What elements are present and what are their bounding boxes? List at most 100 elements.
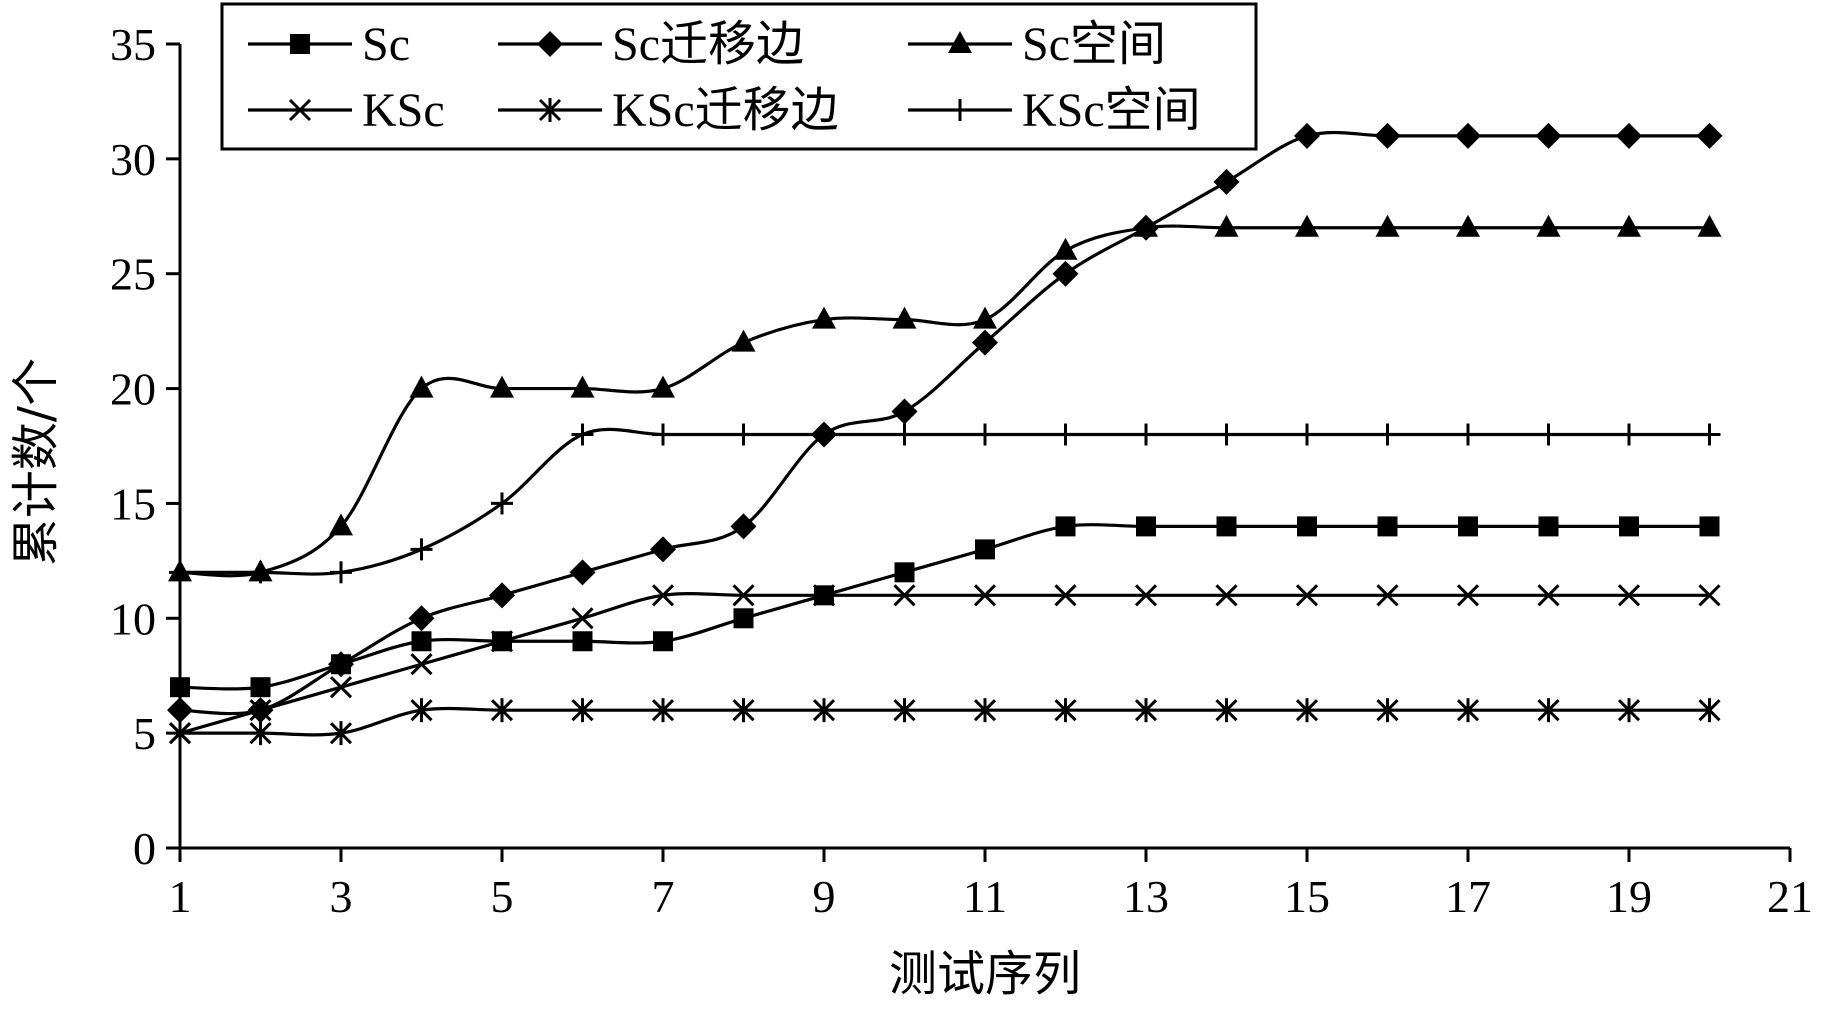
data-point: [1699, 516, 1720, 537]
data-point: [330, 561, 352, 584]
series-2: [167, 122, 1723, 724]
data-point: [1295, 214, 1319, 237]
data-point: [894, 562, 915, 583]
y-tick-label: 25: [110, 249, 156, 300]
data-point: [1698, 698, 1721, 723]
series-4: [168, 584, 1721, 745]
data-point: [1054, 423, 1077, 446]
data-point: [170, 677, 190, 698]
data-point: [1297, 516, 1317, 537]
x-tick-label: 3: [330, 871, 353, 922]
data-point: [1376, 584, 1399, 607]
data-point: [1052, 260, 1079, 287]
data-point: [410, 538, 433, 561]
data-point: [410, 698, 433, 723]
data-point: [1215, 423, 1238, 446]
x-tick-label: 13: [1123, 871, 1169, 922]
data-point: [1134, 584, 1158, 607]
data-point: [1617, 584, 1641, 607]
data-point: [411, 631, 432, 652]
data-point: [1214, 214, 1239, 237]
legend-marker: [949, 99, 971, 121]
data-point: [972, 329, 998, 356]
data-point: [1054, 584, 1077, 607]
legend-box: [220, 2, 1258, 151]
data-point: [249, 721, 272, 746]
data-point: [1698, 584, 1721, 607]
legend-item: KSc: [248, 84, 445, 137]
data-point: [1295, 698, 1319, 723]
data-point: [1135, 423, 1157, 446]
data-point: [892, 306, 917, 329]
data-point: [1537, 584, 1560, 607]
data-point: [651, 584, 675, 607]
x-tick-label: 1: [169, 871, 192, 922]
data-point: [169, 561, 191, 584]
data-point: [1294, 122, 1320, 149]
x-tick-label: 19: [1606, 871, 1652, 922]
data-point: [1618, 423, 1640, 446]
data-point: [1213, 168, 1240, 195]
data-point: [973, 306, 997, 329]
legend-marker: [290, 34, 310, 54]
data-point: [571, 607, 594, 630]
data-point: [571, 698, 594, 723]
x-axis-title: 测试序列: [889, 946, 1081, 1002]
x-tick-label: 17: [1445, 871, 1491, 922]
legend-label: Sc空间: [1022, 18, 1166, 71]
data-point: [1295, 584, 1319, 607]
data-point: [167, 697, 193, 724]
data-point: [651, 698, 675, 723]
legend-item: Sc: [248, 18, 410, 71]
y-tick-label: 0: [133, 823, 156, 874]
data-point: [1536, 214, 1561, 237]
y-tick-label: 10: [110, 593, 156, 644]
y-tick-label: 30: [110, 134, 156, 185]
x-tick-label: 9: [813, 871, 836, 922]
data-point: [1296, 423, 1318, 446]
data-point: [1455, 122, 1481, 149]
data-point: [891, 398, 918, 425]
x-tick-label: 15: [1284, 871, 1330, 922]
x-tick-label: 7: [652, 871, 675, 922]
data-point: [490, 630, 514, 653]
data-point: [329, 513, 353, 536]
data-point: [1537, 698, 1560, 723]
data-point: [409, 375, 434, 398]
data-point: [893, 698, 916, 723]
data-point: [973, 698, 997, 723]
data-point: [1617, 698, 1641, 723]
data-point: [730, 513, 757, 540]
data-point: [1535, 122, 1562, 149]
data-point: [489, 582, 515, 609]
data-point: [812, 584, 836, 607]
legend-item: KSc迁移边: [498, 84, 839, 137]
data-point: [491, 492, 513, 515]
x-tick-label: 11: [963, 871, 1007, 922]
data-point: [1377, 516, 1398, 537]
data-point: [1619, 516, 1639, 537]
data-point: [812, 698, 836, 723]
legend-label: KSc: [362, 84, 445, 137]
data-point: [1616, 122, 1642, 149]
data-point: [653, 631, 673, 652]
y-axis-title: 累计数/个: [8, 358, 64, 566]
data-point: [250, 677, 271, 698]
data-point: [893, 584, 916, 607]
y-tick-label: 20: [110, 364, 156, 415]
series-5: [168, 698, 1721, 746]
legend-item: Sc空间: [908, 18, 1166, 71]
data-point: [1215, 584, 1238, 607]
data-point: [1457, 423, 1479, 446]
data-point: [973, 584, 997, 607]
data-point: [249, 699, 272, 722]
data-point: [1458, 516, 1478, 537]
data-point: [1456, 698, 1480, 723]
legend-item: Sc迁移边: [498, 18, 804, 71]
series-line: [179, 706, 1710, 737]
y-tick-label: 15: [110, 478, 156, 529]
data-point: [328, 651, 354, 678]
